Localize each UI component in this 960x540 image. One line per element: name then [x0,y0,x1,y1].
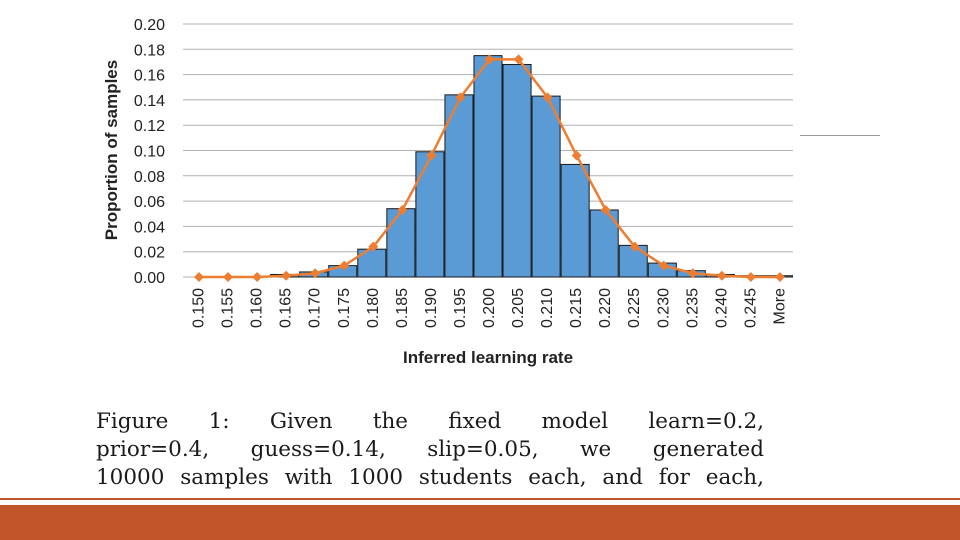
line-point [745,272,756,282]
bar [386,208,416,278]
fitted-line [194,54,785,282]
x-tick-label: 0.215 [568,288,585,328]
line-point [397,204,408,215]
x-tick-label: 0.200 [481,288,498,328]
bar [444,94,474,278]
y-tick-label: 0.18 [134,42,165,59]
x-tick-label: 0.225 [626,288,643,328]
line-point [310,268,321,279]
line-point [426,150,437,161]
line-point [658,260,669,271]
bars [270,55,794,278]
line-point [687,268,698,279]
line-point [513,54,524,65]
line-point [455,92,466,103]
x-tick-label: 0.160 [249,288,266,328]
bar [502,63,532,278]
line-point [600,204,611,215]
footer-rule [0,498,960,500]
bar [415,151,445,278]
y-tick-label: 0.20 [134,17,165,34]
line-point [368,241,379,252]
x-tick-label: 0.240 [713,288,730,328]
y-tick-label: 0.10 [134,144,165,161]
x-tick-label: 0.245 [742,288,759,328]
caption-line-3: 10000 samples with 1000 students each, a… [96,465,764,490]
y-tick-label: 0.08 [134,169,165,186]
x-tick-label: 0.190 [423,288,440,328]
x-tick-label: 0.180 [365,288,382,328]
line-point [716,270,727,281]
y-tick-label: 0.00 [134,270,165,287]
line-point [223,272,234,282]
x-tick-label: 0.205 [510,288,527,328]
line-point [571,150,582,161]
x-tick-label: 0.210 [539,288,556,328]
caption-line-2: prior=0.4, guess=0.14, slip=0.05, we gen… [96,437,764,462]
x-tick-labels: 0.150 0.155 0.160 0.165 0.170 0.175 0.180 0.185… [191,288,789,328]
line-point [629,241,640,252]
y-tick-label: 0.02 [134,245,165,262]
line-point [194,272,204,282]
y-tick-label: 0.16 [134,68,165,85]
line-point [542,92,553,103]
y-axis-label: Proportion of samples [102,60,121,240]
x-tick-label: 0.170 [307,288,324,328]
y-tick-label: 0.04 [134,219,165,236]
line-point [774,272,785,282]
x-tick-label: 0.220 [597,288,614,328]
caption-line-1: Figure 1: Given the fixed model learn=0.… [96,409,764,434]
line-point [339,260,350,271]
y-tick-label: 0.14 [134,93,165,110]
x-tick-label: 0.195 [452,288,469,328]
x-tick-label: More [771,288,788,325]
line-point [281,270,292,281]
y-tick-labels: 0.00 0.02 0.04 0.06 0.08 0.10 0.12 0.14 0.16 0.18… [134,17,165,287]
x-tick-label: 0.155 [220,288,237,328]
caption-background [92,400,800,502]
line-point [252,272,263,282]
bar [560,163,590,278]
x-tick-label: 0.175 [336,288,353,328]
x-tick-label: 0.150 [191,288,208,328]
bar [473,55,503,278]
y-tick-label: 0.12 [134,118,165,135]
bar [531,95,561,278]
x-tick-label: 0.165 [278,288,295,328]
x-tick-label: 0.230 [655,288,672,328]
y-tick-label: 0.06 [134,194,165,211]
line-point [484,54,495,65]
footer-band [0,505,960,540]
x-tick-label: 0.235 [684,288,701,328]
x-tick-label: 0.185 [394,288,411,328]
x-axis-label: Inferred learning rate [403,348,573,367]
histogram-chart: 0.00 0.02 0.04 0.06 0.08 0.10 0.12 0.14 0.16 0.18… [102,17,794,367]
decorative-rule [800,135,880,136]
figure-caption: Figure 1: Given the fixed model learn=0.… [96,408,764,492]
